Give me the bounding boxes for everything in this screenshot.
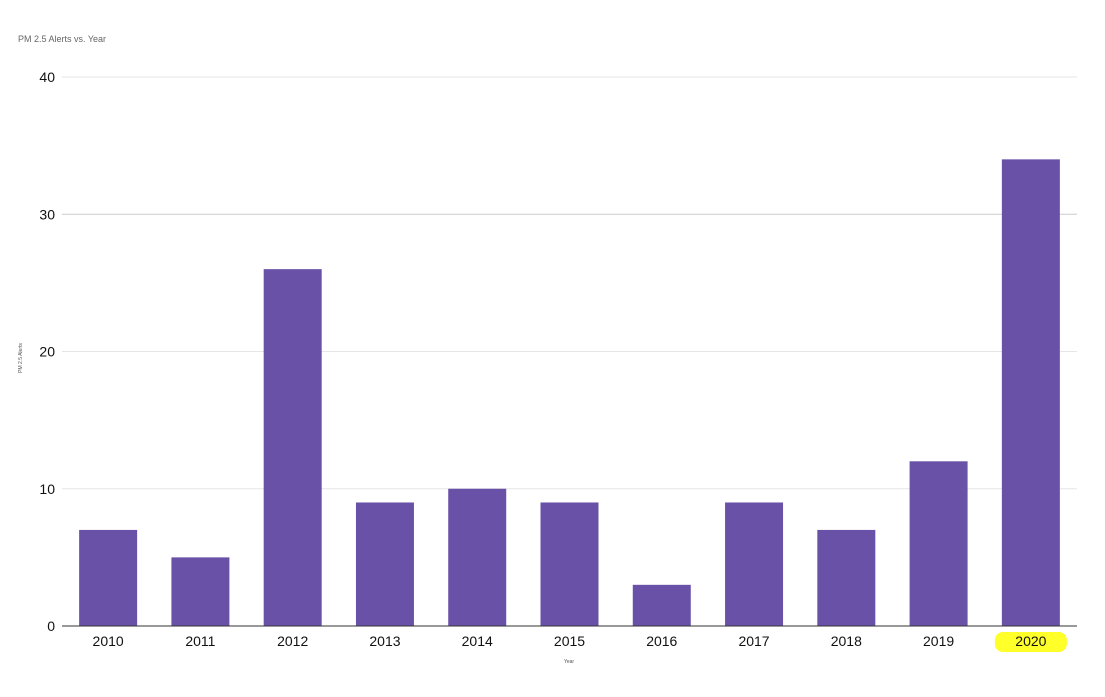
x-tick-label: 2016 [646, 633, 677, 649]
highlight-layer [994, 632, 1067, 652]
y-tick-label: 40 [39, 69, 55, 85]
y-tick-label: 10 [39, 481, 55, 497]
bar-2017 [725, 502, 784, 626]
y-tick-label: 0 [47, 618, 55, 634]
bar-2020 [1001, 159, 1060, 626]
x-tick-label: 2014 [462, 633, 493, 649]
highlight-marker [994, 632, 1067, 652]
y-tick-label: 20 [39, 344, 55, 360]
bar-2013 [355, 502, 414, 626]
bar-2014 [448, 488, 507, 626]
bar-2011 [171, 557, 230, 626]
x-axis-title: Year [564, 659, 574, 665]
chart-title: PM 2.5 Alerts vs. Year [18, 34, 107, 44]
grid-lines [62, 76, 1077, 490]
bar-2018 [817, 529, 876, 626]
y-axis-title: PM 2.5 Alerts [18, 343, 24, 373]
x-tick-label: 2019 [923, 633, 954, 649]
bar-2012 [263, 269, 322, 626]
y-tick-label: 30 [39, 206, 55, 222]
bar-2015 [540, 502, 599, 626]
x-tick-label: 2011 [185, 633, 215, 649]
x-tick-label: 2020 [1015, 633, 1046, 649]
x-tick-label: 2010 [93, 633, 124, 649]
bar-2016 [632, 584, 691, 626]
bar-2019 [909, 461, 968, 626]
x-tick-label: 2017 [738, 633, 769, 649]
x-tick-label: 2018 [831, 633, 862, 649]
tick-labels: 0 10 20 30 40 2010 2011 2012 2013 2014 2015 2016 201… [39, 69, 1046, 649]
x-tick-label: 2015 [554, 633, 585, 649]
x-tick-label: 2013 [369, 633, 400, 649]
bar-2010 [79, 529, 138, 626]
x-tick-label: 2012 [277, 633, 308, 649]
bars [79, 159, 1060, 626]
